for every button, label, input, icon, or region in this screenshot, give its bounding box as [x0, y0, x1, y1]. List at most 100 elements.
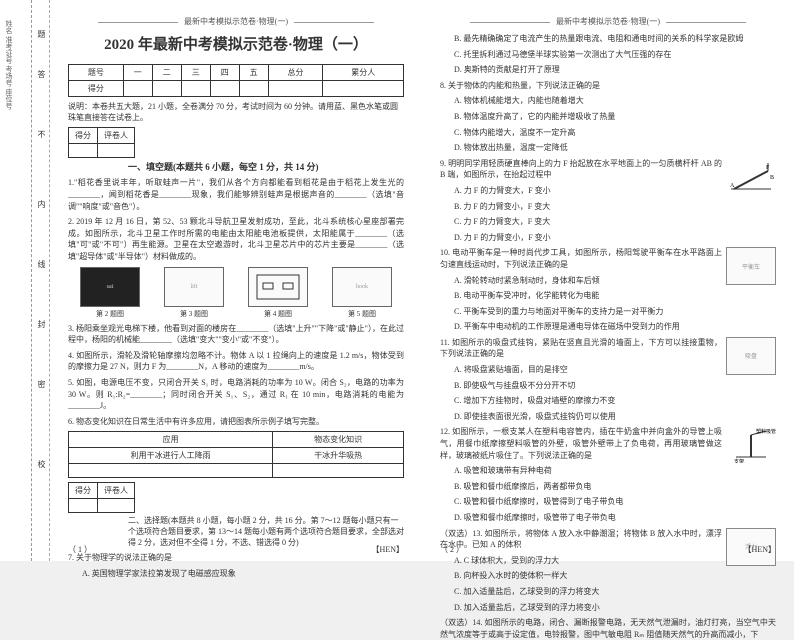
q13-opt-c: C. 加入适量盐后，乙球受到的浮力将变大: [454, 586, 776, 598]
fig-3-wrap: lift 第 3 题图: [164, 267, 224, 319]
fig-5-label: 第 5 题图: [332, 309, 392, 319]
svg-text:F: F: [766, 165, 770, 171]
figure-row: sat 第 2 题图 lift 第 3 题图 第 4 题图 hook: [68, 267, 404, 319]
question-2: 2. 2019 年 12 月 16 日，第 52、53 颗北斗导航卫星发射成功，…: [68, 216, 404, 262]
question-6: 6. 物态变化知识在日常生活中有许多应用，请把图表所示例子填写完整。: [68, 416, 404, 428]
fold-label-7: 密: [36, 380, 47, 400]
section2-scorebox: 得分 评卷人: [68, 482, 135, 513]
q11-opt-c: C. 增加下方挂物时，吸盘对墙壁的摩擦力不变: [454, 395, 776, 407]
fold-label-4: 内: [36, 200, 47, 220]
fig-2: sat: [80, 267, 140, 307]
sb2-grader: 评卷人: [98, 483, 135, 499]
footer-left: （ 1 ） 【HEN】: [50, 544, 422, 555]
q8-opt-a: A. 物体机械能增大，内能也随着增大: [454, 95, 776, 107]
sb2-score: 得分: [69, 483, 98, 499]
q6-h1: 应用: [69, 432, 273, 448]
fig-3-label: 第 3 题图: [164, 309, 224, 319]
th-4: 四: [210, 65, 239, 81]
page-num-left: （ 1 ）: [68, 544, 92, 555]
th-num: 题号: [69, 65, 124, 81]
q9-opt-c: C. 力 F 的力臂变大，F 变大: [454, 216, 776, 228]
q12-opt-b: B. 吸管和餐巾纸摩擦后，两者都带负电: [454, 481, 776, 493]
q12-opt-a: A. 吸管和玻璃带有异种电荷: [454, 465, 776, 477]
question-4: 4. 如图所示，滑轮及滑轮轴摩擦均忽略不计。物体 A 以 1 拉绳向上的速度是 …: [68, 350, 404, 373]
q10-opt-c: C. 平衡车受到的重力与地面对平衡车的支持力是一对平衡力: [454, 306, 776, 318]
q7-opt-a: A. 英国物理学家法拉第发现了电磁感应现象: [82, 568, 404, 580]
fold-label-5: 线: [36, 260, 47, 280]
q7-opt-b: B. 最先精确确定了电流产生的热量跟电流、电阻和通电时间的关系的科学家是欧姆: [454, 33, 776, 45]
row2-label: 得分: [69, 81, 124, 97]
q6-r1c2: 干冰升华吸热: [273, 448, 404, 464]
fig-4-wrap: 第 4 题图: [248, 267, 308, 319]
page-header-right: 最新中考模拟示范卷·物理(一): [440, 16, 776, 27]
binding-text: 姓名 准考证号 考场号 座位号: [4, 20, 14, 109]
sb-grader: 评卷人: [98, 128, 135, 144]
q10-opt-b: B. 电动平衡车受冲时，化学能转化为电能: [454, 290, 776, 302]
th-acc: 累分人: [323, 65, 404, 81]
page-left: 最新中考模拟示范卷·物理(一) 2020 年最新中考模拟示范卷·物理（一） 题号…: [50, 0, 422, 561]
q13-opt-d: D. 加入适量盐后，乙球受到的浮力将变小: [454, 602, 776, 614]
q8-opt-d: D. 物体放出热量，温度一定降低: [454, 142, 776, 154]
fig-4-label: 第 4 题图: [248, 309, 308, 319]
q11-opt-d: D. 即使挂表面很光滑，吸盘式挂钩仍可以使用: [454, 411, 776, 423]
fold-label-3: 不: [36, 130, 47, 150]
q6-table: 应用 物态变化知识 利用干冰进行人工降雨 干冰升华吸热: [68, 431, 404, 478]
score-summary-table: 题号 一 二 三 四 五 总分 累分人 得分: [68, 64, 404, 97]
q8-opt-c: C. 物体内能增大，温度不一定升高: [454, 127, 776, 139]
th-2: 二: [152, 65, 181, 81]
question-1: 1."稻花香里说丰年，听取蛙声一片"，我们从各个方向都能看到稻花是由于稻花上发生…: [68, 177, 404, 212]
footer-right: （ 2 ） 【HEN】: [422, 544, 794, 555]
section1-head: 一、填空题(本题共 6 小题，每空 1 分，共 14 分): [128, 160, 404, 173]
th-1: 一: [123, 65, 152, 81]
page-num-right: （ 2 ）: [440, 544, 464, 555]
svg-text:支架: 支架: [734, 458, 744, 463]
q11-opt-b: B. 即使吸气与挂盘吸不分分开不切: [454, 380, 776, 392]
fig-2-label: 第 2 题图: [80, 309, 140, 319]
q9-figure: A F B: [726, 158, 776, 196]
q13-opt-b: B. 向杯投入水时的使体积一样大: [454, 570, 776, 582]
fold-label-2: 答: [36, 70, 47, 90]
svg-text:B: B: [770, 175, 774, 181]
q9-opt-d: D. 力 F 的力臂变小，F 变小: [454, 232, 776, 244]
q10-opt-d: D. 平衡车中电动机的工作原理是通电导体在磁场中受到力的作用: [454, 321, 776, 333]
straw-icon: 支架 塑料吸管: [726, 427, 776, 463]
question-8: 8. 关于物体的内能和热量，下列说法正确的是: [440, 80, 776, 92]
q10-figure: 平衡车: [726, 247, 776, 285]
q12-opt-d: D. 吸管和餐巾纸摩擦时，吸管带了电子带负电: [454, 512, 776, 524]
tag-left: 【HEN】: [372, 544, 404, 555]
fold-strip: 题 答 不 内 线 封 密 校: [32, 0, 50, 561]
binding-margin: 姓名 准考证号 考场号 座位号: [0, 0, 32, 561]
circuit-icon: [253, 271, 303, 303]
question-5: 5. 如图，电源电压不变，只闭合开关 S₁ 时，电路消耗的功率为 10 W。闭合…: [68, 377, 404, 412]
q6-h2: 物态变化知识: [273, 432, 404, 448]
page-header-left: 最新中考模拟示范卷·物理(一): [68, 16, 404, 27]
page-right: 最新中考模拟示范卷·物理(一) B. 最先精确确定了电流产生的热量跟电流、电阻和…: [422, 0, 794, 561]
tag-right: 【HEN】: [744, 544, 776, 555]
instructions: 说明：本卷共五大题，21 小题，全卷满分 70 分，考试时间为 60 分钟。请用…: [68, 101, 404, 123]
fig-2-wrap: sat 第 2 题图: [80, 267, 140, 319]
q12-figure: 支架 塑料吸管: [726, 426, 776, 464]
fig-3: lift: [164, 267, 224, 307]
svg-text:塑料吸管: 塑料吸管: [756, 428, 776, 435]
svg-text:A: A: [730, 183, 735, 189]
section1-scorebox: 得分 评卷人: [68, 127, 135, 158]
th-5: 五: [239, 65, 268, 81]
sb-score: 得分: [69, 128, 98, 144]
fold-label-1: 题: [36, 30, 47, 50]
exam-title: 2020 年最新中考模拟示范卷·物理（一）: [68, 33, 404, 54]
lever-icon: A F B: [726, 159, 776, 195]
fig-4: [248, 267, 308, 307]
fold-label-8: 校: [36, 460, 47, 480]
question-14: （双选）14. 如图所示的电路，闭合、漏断报警电路，无天然气泄漏时，油灯打亮，当…: [440, 617, 776, 640]
th-total: 总分: [268, 65, 323, 81]
q7-opt-d: D. 奥斯特的贡献是打开了原理: [454, 64, 776, 76]
q6-r1c1: 利用干冰进行人工降雨: [69, 448, 273, 464]
q12-opt-c: C. 吸管和餐巾纸摩擦时，吸管得到了电子带负电: [454, 496, 776, 508]
fig-5: hook: [332, 267, 392, 307]
question-3: 3. 杨阳乘坐观光电梯下楼，他看到对面的楼房在________（选填"上升""下…: [68, 323, 404, 346]
q7-opt-c: C. 托里拆利通过马德堡半球实验第一次测出了大气压强的存在: [454, 49, 776, 61]
pages-container: 最新中考模拟示范卷·物理(一) 2020 年最新中考模拟示范卷·物理（一） 题号…: [50, 0, 794, 561]
fold-label-6: 封: [36, 320, 47, 340]
q11-figure: 吸盘: [726, 337, 776, 375]
fig-5-wrap: hook 第 5 题图: [332, 267, 392, 319]
